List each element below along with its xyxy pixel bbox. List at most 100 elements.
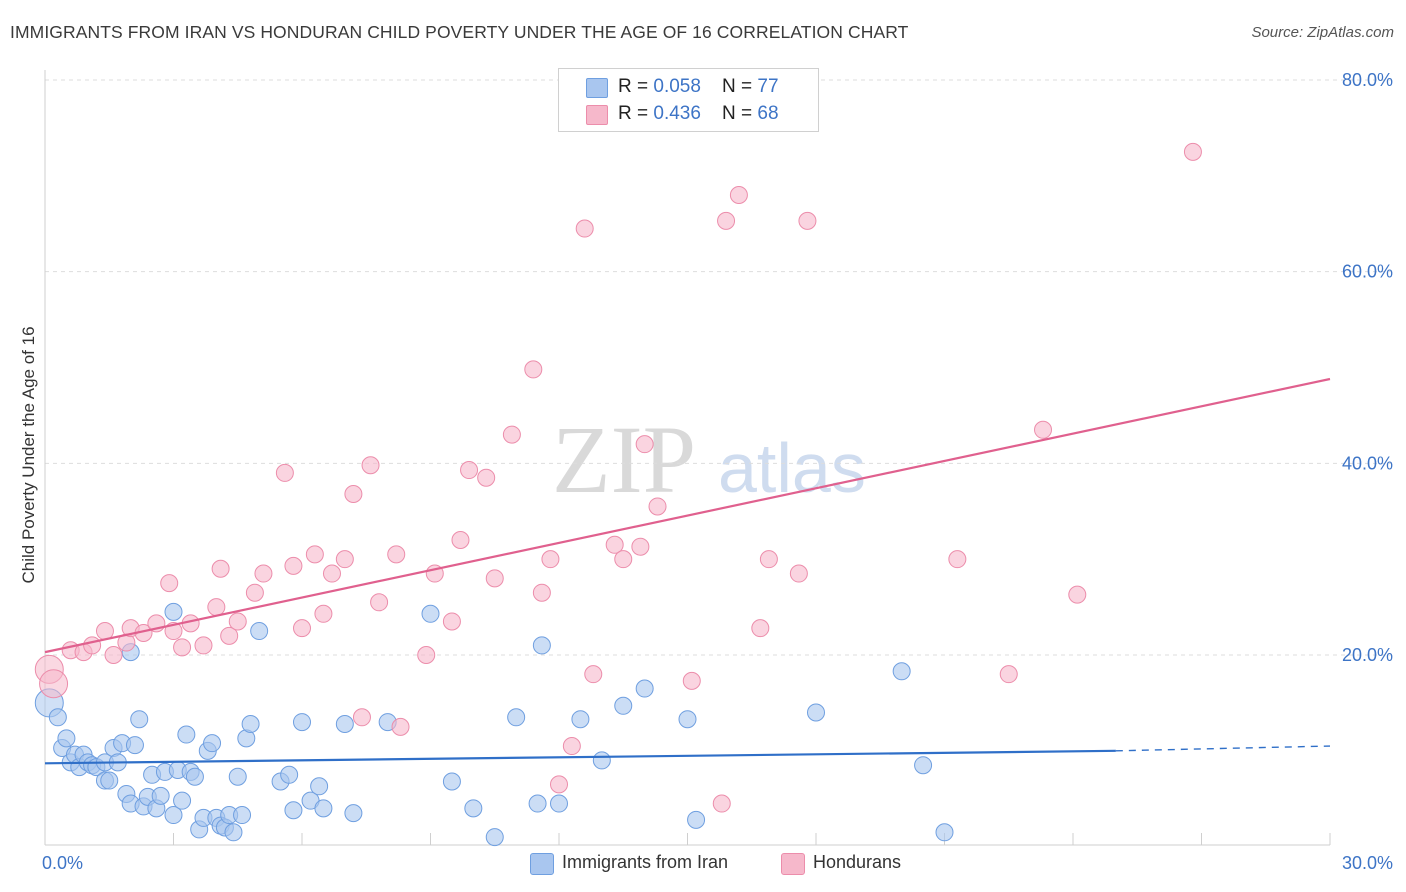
honduran-point — [751, 619, 770, 638]
iran-point — [228, 767, 247, 786]
honduran-point — [39, 669, 69, 699]
honduran-point — [370, 593, 389, 612]
iran-point — [914, 756, 933, 775]
iran-point — [293, 713, 311, 732]
honduran-point — [314, 604, 333, 623]
grid — [45, 79, 1392, 656]
honduran-point — [532, 583, 551, 602]
x-tick-label-0: 0.0% — [42, 853, 83, 873]
legend-honduran-r-label: R = — [618, 103, 654, 124]
honduran-point — [562, 737, 581, 756]
watermark-zip: ZIP — [552, 406, 696, 513]
iran-point — [935, 823, 954, 842]
honduran-point — [442, 612, 461, 631]
iran-point — [592, 751, 611, 770]
legend-honduran-n-value: 68 — [757, 103, 779, 124]
iran-trend-line — [44, 749, 1116, 765]
iran-point — [507, 708, 526, 727]
honduran-point — [104, 646, 123, 664]
iran-point — [100, 771, 119, 790]
x-tick-label-30: 30.0% — [1342, 853, 1393, 873]
iran-point — [250, 622, 269, 641]
iran-point — [185, 767, 204, 786]
iran-point — [164, 602, 183, 621]
iran-point — [48, 708, 67, 727]
honduran-point — [485, 569, 504, 588]
iran-point — [151, 786, 170, 805]
honduran-trend-line — [44, 377, 1331, 654]
bottom-legend-swatch-honduran — [781, 853, 805, 875]
tick-labels: 20.0% 40.0% 60.0% 80.0% 0.0% 30.0% — [42, 70, 1393, 873]
honduran-point — [798, 211, 817, 230]
honduran-point — [682, 671, 701, 690]
honduran-point — [648, 497, 667, 516]
iran-point — [130, 710, 149, 729]
honduran-point — [220, 626, 239, 645]
stats-legend: R = 0.058 N = 77 R = 0.436 N = 68 — [558, 68, 819, 132]
legend-honduran-n-label: N = — [722, 103, 758, 124]
honduran-point — [759, 550, 778, 569]
honduran-point — [284, 556, 303, 575]
honduran-point — [477, 468, 496, 487]
honduran-point — [614, 550, 633, 569]
iran-trend-extension — [1115, 745, 1331, 752]
iran-point — [233, 806, 252, 825]
iran-point — [464, 799, 483, 818]
bottom-legend-swatch-iran — [530, 853, 554, 875]
honduran-point — [194, 636, 213, 655]
watermark-atlas: atlas — [718, 429, 866, 507]
legend-iran-n-value: 77 — [757, 76, 779, 97]
iran-point — [442, 772, 461, 791]
honduran-point — [173, 638, 192, 657]
honduran-point — [352, 708, 371, 727]
honduran-point — [322, 564, 341, 583]
honduran-point — [83, 636, 102, 655]
honduran-point — [605, 535, 624, 554]
honduran-point — [460, 461, 479, 480]
iran-point — [173, 791, 192, 810]
iran-point — [57, 729, 76, 748]
honduran-point — [584, 665, 603, 684]
bottom-legend-label-honduran: Hondurans — [813, 852, 902, 872]
honduran-point — [293, 619, 311, 638]
honduran-point — [541, 550, 560, 569]
legend-honduran-r-value: 0.436 — [653, 103, 701, 124]
iran-point — [344, 804, 363, 823]
chart-title: IMMIGRANTS FROM IRAN VS HONDURAN CHILD P… — [10, 22, 909, 42]
trend-lines — [44, 377, 1331, 765]
iran-point — [280, 765, 299, 784]
legend-iran-r-label: R = — [618, 76, 654, 97]
honduran-point — [575, 219, 594, 238]
honduran-point — [712, 794, 731, 813]
iran-point — [807, 703, 825, 722]
series-honduran-points — [34, 142, 1202, 813]
iran-point — [335, 715, 354, 733]
honduran-point — [729, 186, 748, 204]
honduran-point — [524, 360, 543, 379]
iran-point — [177, 725, 196, 744]
iran-point — [241, 715, 260, 733]
legend-iran-n-label: N = — [722, 76, 758, 97]
iran-point — [224, 823, 243, 842]
honduran-point — [1068, 585, 1087, 604]
bottom-legend-label-iran: Immigrants from Iran — [562, 852, 729, 872]
honduran-point — [254, 564, 273, 583]
honduran-point — [305, 545, 324, 564]
honduran-point — [207, 598, 226, 617]
honduran-point — [717, 211, 736, 230]
iran-point — [571, 710, 590, 729]
y-tick-label-60: 60.0% — [1342, 262, 1393, 282]
iran-point — [310, 777, 329, 796]
iran-point — [528, 794, 547, 813]
honduran-point — [1034, 420, 1053, 439]
iran-point — [687, 810, 706, 829]
iran-point — [485, 828, 504, 847]
honduran-point — [335, 550, 354, 569]
source-label: Source: ZipAtlas.com — [1251, 24, 1394, 41]
iran-point — [164, 806, 183, 825]
iran-point — [421, 604, 440, 623]
honduran-point — [550, 775, 568, 794]
honduran-point — [631, 537, 650, 556]
honduran-point — [245, 583, 264, 602]
